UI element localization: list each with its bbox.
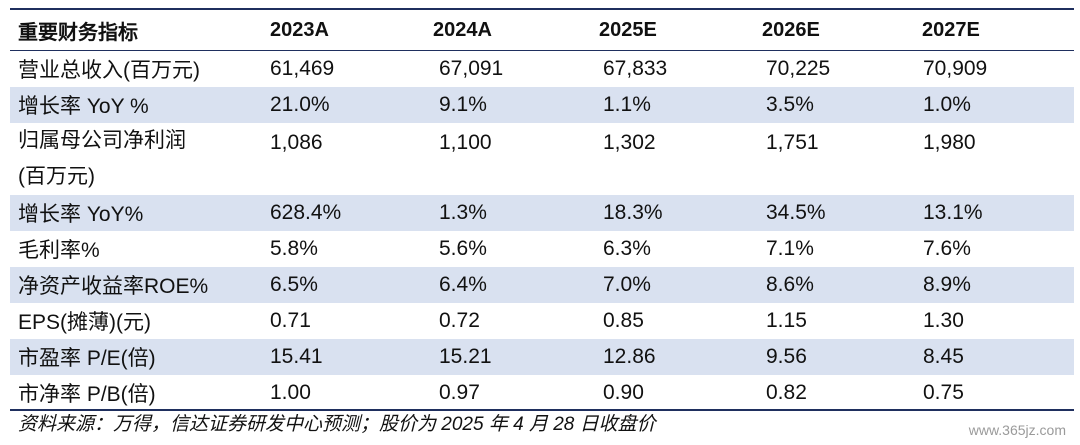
cell-2027e: 70,909 <box>923 57 988 80</box>
cell-2025e: 1.1% <box>603 93 651 116</box>
cell-2027e: 1,980 <box>923 131 976 154</box>
cell-2024a: 67,091 <box>439 57 504 80</box>
cell-2024a: 9.1% <box>439 93 487 116</box>
cell-2023a: 1,086 <box>270 131 323 154</box>
cell-2023a: 0.71 <box>270 309 311 332</box>
cell-2023a: 21.0% <box>270 93 330 116</box>
row-label-line2: (百万元) <box>18 165 95 188</box>
row-label: 市净率 P/B(倍) <box>18 383 156 406</box>
cell-2025e: 7.0% <box>603 273 651 296</box>
cell-2026e: 70,225 <box>766 57 831 80</box>
table-row-pb: 市净率 P/B(倍) 1.00 0.97 0.90 0.82 0.75 <box>10 375 1074 411</box>
row-label: 归属母公司净利润 (百万元) <box>18 123 186 195</box>
cell-2024a: 0.97 <box>439 381 480 404</box>
row-label-line1: 归属母公司净利润 <box>18 129 186 152</box>
cell-2025e: 12.86 <box>603 345 656 368</box>
header-cell-indicator: 重要财务指标 <box>18 21 138 44</box>
cell-2027e: 7.6% <box>923 237 971 260</box>
row-label: 营业总收入(百万元) <box>18 59 200 82</box>
cell-2026e: 9.56 <box>766 345 807 368</box>
row-label: 市盈率 P/E(倍) <box>18 347 156 370</box>
cell-2025e: 67,833 <box>603 57 668 80</box>
cell-2026e: 1,751 <box>766 131 819 154</box>
cell-2027e: 8.45 <box>923 345 964 368</box>
cell-2024a: 0.72 <box>439 309 480 332</box>
top-rule <box>10 8 1074 10</box>
table-header-row: 重要财务指标 2023A 2024A 2025E 2026E 2027E <box>10 10 1074 50</box>
table-row-revenue: 营业总收入(百万元) 61,469 67,091 67,833 70,225 7… <box>10 51 1074 87</box>
header-cell-2026e: 2026E <box>762 18 820 41</box>
cell-2023a: 1.00 <box>270 381 311 404</box>
cell-2024a: 6.4% <box>439 273 487 296</box>
cell-2025e: 0.85 <box>603 309 644 332</box>
cell-2025e: 0.90 <box>603 381 644 404</box>
cell-2026e: 7.1% <box>766 237 814 260</box>
cell-2027e: 8.9% <box>923 273 971 296</box>
header-cell-2025e: 2025E <box>599 18 657 41</box>
table-row-pe: 市盈率 P/E(倍) 15.41 15.21 12.86 9.56 8.45 <box>10 339 1074 375</box>
row-label: EPS(摊薄)(元) <box>18 311 151 334</box>
header-rule <box>10 50 1074 51</box>
header-cell-2023a: 2023A <box>270 18 329 41</box>
table-row-profit-growth: 增长率 YoY% 628.4% 1.3% 18.3% 34.5% 13.1% <box>10 195 1074 231</box>
cell-2026e: 3.5% <box>766 93 814 116</box>
row-label: 增长率 YoY % <box>18 95 149 118</box>
cell-2024a: 5.6% <box>439 237 487 260</box>
table-row-net-profit: 归属母公司净利润 (百万元) 1,086 1,100 1,302 1,751 1… <box>10 123 1074 195</box>
cell-2025e: 6.3% <box>603 237 651 260</box>
table-row-eps: EPS(摊薄)(元) 0.71 0.72 0.85 1.15 1.30 <box>10 303 1074 339</box>
cell-2024a: 15.21 <box>439 345 492 368</box>
row-label: 净资产收益率ROE% <box>18 275 209 298</box>
cell-2026e: 1.15 <box>766 309 807 332</box>
cell-2025e: 18.3% <box>603 201 663 224</box>
header-cell-2027e: 2027E <box>922 18 980 41</box>
cell-2023a: 61,469 <box>270 57 335 80</box>
row-label: 毛利率% <box>18 239 100 262</box>
cell-2027e: 1.30 <box>923 309 964 332</box>
cell-2023a: 628.4% <box>270 201 342 224</box>
cell-2023a: 15.41 <box>270 345 323 368</box>
cell-2025e: 1,302 <box>603 131 656 154</box>
cell-2026e: 8.6% <box>766 273 814 296</box>
row-label: 增长率 YoY% <box>18 203 144 226</box>
cell-2024a: 1.3% <box>439 201 487 224</box>
table-row-gross-margin: 毛利率% 5.8% 5.6% 6.3% 7.1% 7.6% <box>10 231 1074 267</box>
cell-2027e: 13.1% <box>923 201 983 224</box>
bottom-rule <box>10 409 1074 411</box>
cell-2027e: 1.0% <box>923 93 971 116</box>
cell-2023a: 5.8% <box>270 237 318 260</box>
cell-2027e: 0.75 <box>923 381 964 404</box>
cell-2026e: 34.5% <box>766 201 826 224</box>
cell-2023a: 6.5% <box>270 273 318 296</box>
cell-2024a: 1,100 <box>439 131 492 154</box>
table-row-revenue-growth: 增长率 YoY % 21.0% 9.1% 1.1% 3.5% 1.0% <box>10 87 1074 123</box>
watermark: www.365jz.com <box>964 421 1070 439</box>
table-row-roe: 净资产收益率ROE% 6.5% 6.4% 7.0% 8.6% 8.9% <box>10 267 1074 303</box>
header-cell-2024a: 2024A <box>433 18 492 41</box>
cell-2026e: 0.82 <box>766 381 807 404</box>
source-note: 资料来源：万得，信达证券研发中心预测；股价为 2025 年 4 月 28 日收盘… <box>18 414 656 435</box>
